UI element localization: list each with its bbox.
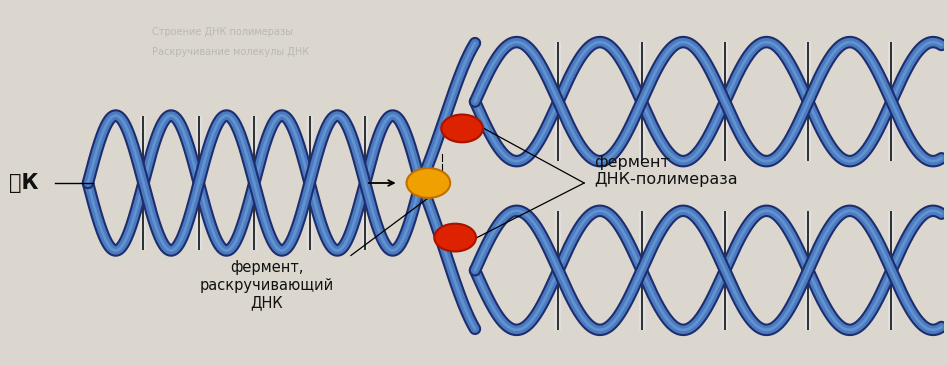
- Text: фермент
ДНК-полимераза: фермент ДНК-полимераза: [594, 155, 738, 187]
- Text: фермент,
раскручивающий
ДНК: фермент, раскручивающий ДНК: [199, 260, 334, 310]
- Text: Строение ДНК полимеразы: Строение ДНК полимеразы: [153, 27, 294, 37]
- Text: Раскручивание молекулы ДНК: Раскручивание молекулы ДНК: [153, 47, 310, 57]
- Text: 䅍К: 䅍К: [9, 173, 38, 193]
- Ellipse shape: [434, 224, 476, 251]
- Ellipse shape: [407, 168, 450, 198]
- Ellipse shape: [441, 115, 483, 142]
